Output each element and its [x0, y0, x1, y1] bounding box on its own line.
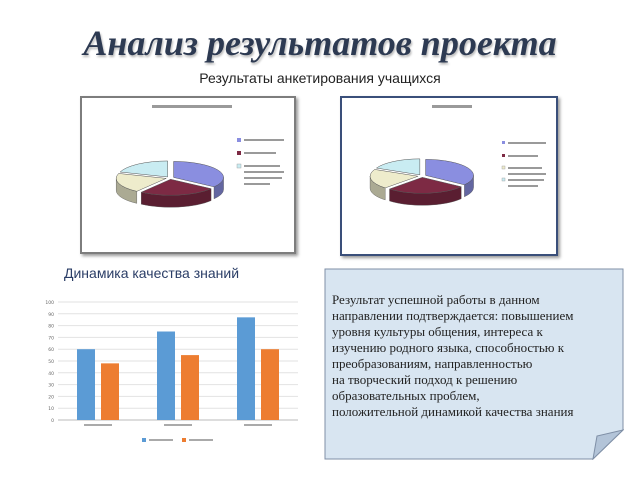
y-tick-label-70: 70 [48, 335, 54, 341]
bar-series-1-cat-3 [237, 317, 255, 420]
legend-1-marker-1 [237, 138, 241, 142]
y-tick-label-50: 50 [48, 359, 54, 365]
pie-1-faint-title [152, 105, 232, 108]
conclusion-text: Результат успешной работы в данном напра… [332, 292, 602, 420]
pie-1-slice-3 [115, 173, 168, 192]
legend-1-marker-2 [237, 151, 241, 155]
bar-series-1-cat-2 [157, 331, 175, 420]
x-category-label-1 [84, 424, 112, 426]
legend-marker-1 [142, 438, 146, 442]
y-tick-label-40: 40 [48, 371, 54, 377]
conclusion-line-3: уровня культуры общения, интереса к [332, 324, 543, 339]
legend-2-marker-3 [501, 165, 506, 170]
y-tick-label-30: 30 [48, 383, 54, 389]
legend-1-text-1 [244, 139, 284, 141]
conclusion-line-6: на творческий подход к решению [332, 372, 518, 387]
legend-2-text-4a [508, 179, 544, 181]
legend-1-marker-3 [236, 163, 242, 169]
legend-2-text-3a [508, 167, 542, 169]
pie-1-slice-2 [140, 179, 212, 196]
slide-title: Анализ результатов проекта [83, 23, 557, 63]
legend-2-marker-2 [502, 154, 505, 157]
note-folded-corner [592, 429, 624, 460]
conclusion-line-1: Результат успешной работы в данном [332, 292, 540, 307]
y-tick-label-10: 10 [48, 406, 54, 412]
y-tick-label-80: 80 [48, 324, 54, 330]
pie-2-faint-labels [432, 105, 546, 187]
knowledge-dynamics-title: Динамика качества знаний [64, 265, 240, 281]
legend-2-text-4b [508, 185, 538, 187]
conclusion-line-8: положительной динамикой качества знания [332, 404, 574, 419]
pie-2-faint-title [432, 105, 472, 108]
pie-2-slice-3 [369, 169, 419, 189]
y-tick-label-0: 0 [51, 418, 54, 424]
survey-pie-chart-2 [340, 96, 558, 256]
y-tick-label-60: 60 [48, 347, 54, 353]
legend-text-1 [149, 439, 173, 441]
survey-pie-chart-1 [80, 96, 296, 254]
legend-marker-2 [182, 438, 186, 442]
pie-1-faint-labels [152, 105, 284, 185]
pie-2-slice-1 [425, 159, 474, 186]
bar-chart-svg: 0 10 20 30 40 50 60 70 80 90 100 [45, 300, 298, 442]
conclusion-line-5: преобразованиям, направленностью [332, 356, 533, 371]
bar-series-2-cat-2 [181, 355, 199, 420]
slide-subtitle: Результаты анкетирования учащихся [199, 70, 441, 86]
pie-chart-1-svg [115, 105, 284, 208]
legend-1-text-3b [244, 171, 284, 173]
legend-2-marker-4 [501, 177, 506, 182]
legend-text-2 [189, 439, 213, 441]
legend-1-text-2 [244, 152, 276, 154]
pie-chart-2-svg [369, 105, 546, 206]
legend-1-text-3d [244, 183, 270, 185]
legend-2-text-1 [508, 142, 546, 144]
legend-2-text-2 [508, 155, 538, 157]
bar-series-2-cat-1 [101, 363, 119, 420]
y-tick-label-100: 100 [45, 300, 54, 306]
legend-2-marker-1 [502, 141, 505, 144]
pie-1-slice-1 [173, 161, 224, 188]
x-category-label-2 [164, 424, 192, 426]
legend-1-text-3c [244, 177, 282, 179]
y-tick-label-90: 90 [48, 312, 54, 318]
pie-1-slice-4 [119, 160, 168, 178]
legend-1-text-3a [244, 165, 280, 167]
y-tick-label-20: 20 [48, 394, 54, 400]
conclusion-line-2: направлении подтверждается: повышением [332, 308, 574, 323]
bar-series-1-cat-1 [77, 349, 95, 420]
x-category-label-3 [244, 424, 272, 426]
legend-2-text-3b [508, 173, 546, 175]
conclusion-line-7: образовательных проблем, [332, 388, 480, 403]
knowledge-quality-bar-chart: 0 10 20 30 40 50 60 70 80 90 100 [36, 290, 308, 450]
pie-2-slice-2 [388, 177, 462, 194]
bar-series-2-cat-3 [261, 349, 279, 420]
pie-2-slice-4 [375, 158, 421, 176]
sticky-note [324, 268, 624, 460]
conclusion-line-4: изучению родного языка, способностью к [332, 340, 565, 355]
